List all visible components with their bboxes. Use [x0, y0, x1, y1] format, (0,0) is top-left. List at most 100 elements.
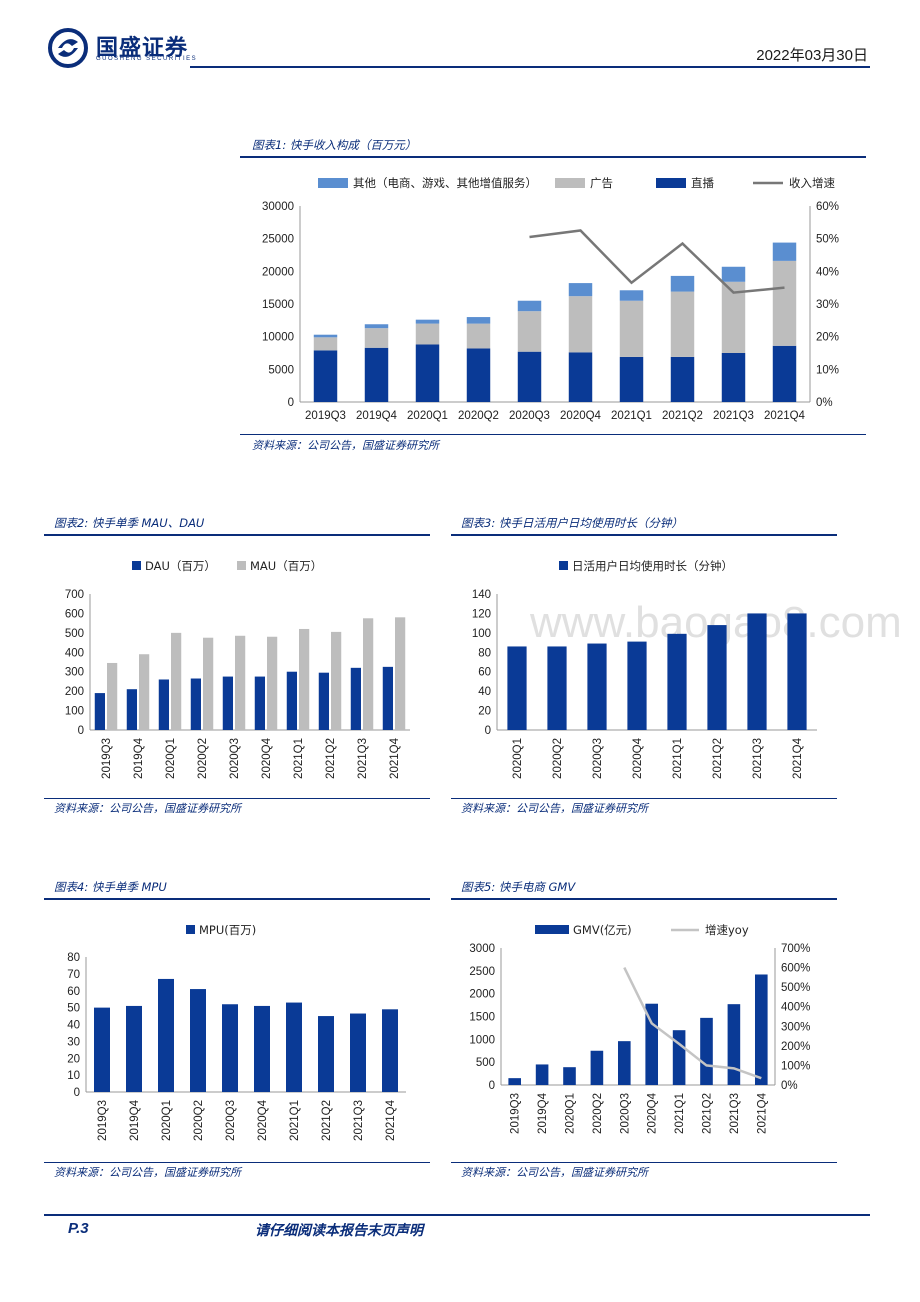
- bar-1: [107, 662, 118, 730]
- x-tick-label: 2020Q2: [458, 410, 499, 422]
- bar: [707, 625, 727, 730]
- x-tick-label: 2020Q4: [647, 1092, 659, 1134]
- y-tick-label: 70: [67, 969, 80, 981]
- y-tick-label: 3000: [469, 943, 495, 955]
- x-tick-label: 2020Q2: [592, 1093, 604, 1134]
- y-tick-label: 5000: [268, 364, 294, 376]
- bar: [350, 1013, 366, 1092]
- bar-2: [466, 317, 491, 324]
- x-tick-label: 2020Q4: [257, 1099, 269, 1141]
- y-tick-label: 50: [67, 1003, 80, 1015]
- figure-1-title: 图表1: 快手收入构成（百万元）: [252, 138, 417, 152]
- y-tick-label: 30: [67, 1036, 80, 1048]
- figure-5-title: 图表5: 快手电商 GMV: [461, 880, 576, 894]
- bar: [563, 1067, 576, 1085]
- page-number: P.3: [68, 1220, 89, 1237]
- growth-line: [623, 967, 762, 1080]
- bar: [318, 1016, 334, 1092]
- figure-2-source: 资料来源：公司公告，国盛证券研究所: [54, 802, 241, 815]
- figure-1-top-rule: [240, 156, 866, 158]
- y2-tick-label: 700%: [781, 943, 810, 955]
- y2-tick-label: 100%: [781, 1060, 810, 1072]
- bar: [747, 613, 767, 730]
- bar: [727, 1004, 741, 1085]
- bar-0: [222, 676, 233, 730]
- y-tick-label: 0: [78, 725, 84, 737]
- x-tick-label: 2021Q1: [293, 738, 305, 779]
- figure-3-top-rule: [451, 534, 837, 536]
- y-tick-label: 60: [478, 667, 491, 679]
- bar-0: [286, 671, 297, 730]
- x-tick-label: 2020Q2: [552, 738, 564, 779]
- y-tick-label: 20: [478, 706, 491, 718]
- x-tick-label: 2020Q4: [261, 737, 273, 779]
- x-tick-label: 2021Q4: [389, 737, 401, 779]
- footer-rule: [44, 1214, 870, 1216]
- figure-4-source: 资料来源：公司公告，国盛证券研究所: [54, 1166, 241, 1179]
- legend-swatch: [132, 561, 141, 570]
- bar-0: [94, 693, 105, 730]
- y-tick-label: 0: [288, 397, 294, 409]
- bar-2: [772, 242, 797, 261]
- report-date: 2022年03月30日: [756, 47, 868, 64]
- bar-2: [721, 266, 746, 282]
- x-tick-label: 2021Q4: [385, 1099, 397, 1141]
- bar: [617, 1041, 631, 1085]
- x-tick-label: 2021Q1: [674, 1093, 686, 1134]
- bar: [286, 1002, 302, 1092]
- bar-1: [670, 291, 695, 357]
- y-tick-label: 0: [489, 1080, 495, 1092]
- bar-1: [363, 618, 374, 730]
- y2-tick-label: 20%: [816, 332, 839, 344]
- x-tick-label: 2021Q4: [764, 410, 806, 422]
- figure-3-source: 资料来源：公司公告，国盛证券研究所: [461, 802, 648, 815]
- x-tick-label: 2021Q3: [357, 738, 369, 779]
- bar-1: [466, 323, 491, 349]
- legend-label: 广告: [590, 176, 613, 190]
- bar-0: [313, 350, 338, 402]
- x-tick-label: 2019Q4: [129, 1099, 141, 1141]
- x-tick-label: 2020Q1: [512, 738, 524, 779]
- x-tick-label: 2021Q3: [729, 1093, 741, 1134]
- bar-1: [235, 635, 246, 730]
- bar-2: [415, 319, 440, 324]
- figure-5-top-rule: [451, 898, 837, 900]
- y2-tick-label: 40%: [816, 266, 839, 278]
- y-tick-label: 400: [65, 647, 84, 659]
- y-tick-label: 2500: [469, 966, 495, 978]
- bar-0: [158, 679, 169, 730]
- x-tick-label: 2020Q2: [197, 738, 209, 779]
- bar-1: [171, 632, 182, 730]
- bar-1: [415, 323, 440, 345]
- y2-tick-label: 400%: [781, 1002, 810, 1014]
- x-tick-label: 2021Q4: [792, 737, 804, 779]
- daily-usage-time-chart: 0 20 40 60 80 100 120 140 2020Q1 2020Q2 2020Q3 2020…: [472, 559, 817, 779]
- x-tick-label: 2019Q3: [101, 738, 113, 779]
- x-tick-label: 2019Q3: [305, 410, 346, 422]
- y-tick-label: 1000: [469, 1034, 495, 1046]
- y2-tick-label: 300%: [781, 1021, 810, 1033]
- y-tick-label: 500: [476, 1057, 495, 1069]
- bar: [627, 641, 647, 730]
- y-tick-label: 100: [65, 706, 84, 718]
- x-tick-label: 2021Q2: [321, 1100, 333, 1141]
- x-tick-label: 2019Q4: [537, 1092, 549, 1134]
- y-tick-label: 0: [485, 725, 491, 737]
- bar-0: [254, 676, 265, 730]
- y-tick-label: 2000: [469, 989, 495, 1001]
- figure-5-bottom-rule: [451, 1162, 837, 1163]
- y-tick-label: 120: [472, 608, 491, 620]
- y2-tick-label: 200%: [781, 1041, 810, 1053]
- figure-1-bottom-rule: [240, 434, 866, 435]
- y-tick-label: 140: [472, 589, 491, 601]
- bar-0: [126, 689, 137, 730]
- y2-tick-label: 10%: [816, 364, 839, 376]
- legend-swatch: [559, 561, 568, 570]
- bar-2: [619, 290, 644, 301]
- legend-label: MAU（百万）: [250, 559, 322, 573]
- bar-2: [517, 300, 542, 312]
- y-tick-label: 600: [65, 608, 84, 620]
- bar-0: [721, 353, 746, 402]
- bar: [508, 1078, 522, 1085]
- bar: [547, 646, 567, 730]
